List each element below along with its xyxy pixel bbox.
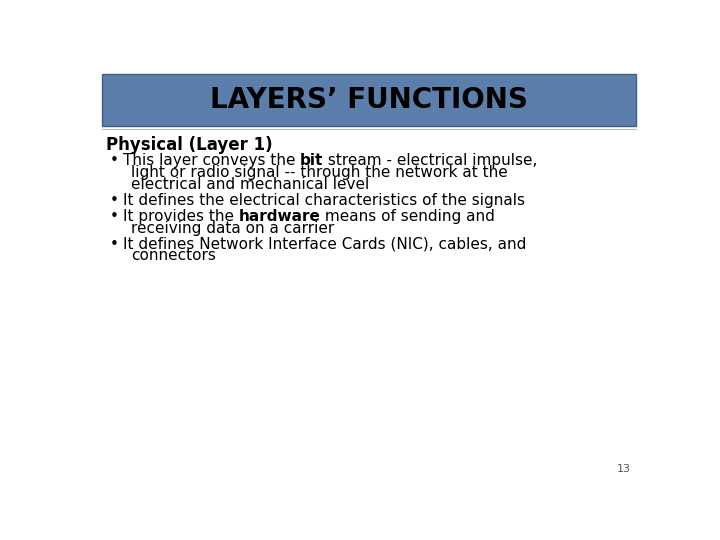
Text: receiving data on a carrier: receiving data on a carrier [131, 221, 334, 236]
Text: •: • [109, 193, 118, 208]
Text: It provides the: It provides the [122, 209, 238, 224]
Text: connectors: connectors [131, 248, 216, 264]
Text: It defines the electrical characteristics of the signals: It defines the electrical characteristic… [122, 193, 525, 208]
Text: LAYERS’ FUNCTIONS: LAYERS’ FUNCTIONS [210, 86, 528, 114]
Text: stream - electrical impulse,: stream - electrical impulse, [323, 153, 538, 168]
Text: It defines Network Interface Cards (NIC), cables, and: It defines Network Interface Cards (NIC)… [122, 237, 526, 252]
Text: light or radio signal -- through the network at the: light or radio signal -- through the net… [131, 165, 508, 180]
Text: •: • [109, 153, 118, 168]
Text: •: • [109, 209, 118, 224]
Text: bit: bit [300, 153, 323, 168]
Text: This layer conveys the: This layer conveys the [122, 153, 300, 168]
Text: means of sending and: means of sending and [320, 209, 495, 224]
Text: Physical (Layer 1): Physical (Layer 1) [106, 137, 272, 154]
Text: 13: 13 [617, 464, 631, 475]
Text: •: • [109, 237, 118, 252]
FancyBboxPatch shape [102, 74, 636, 126]
Text: hardware: hardware [238, 209, 320, 224]
Text: electrical and mechanical level: electrical and mechanical level [131, 177, 369, 192]
